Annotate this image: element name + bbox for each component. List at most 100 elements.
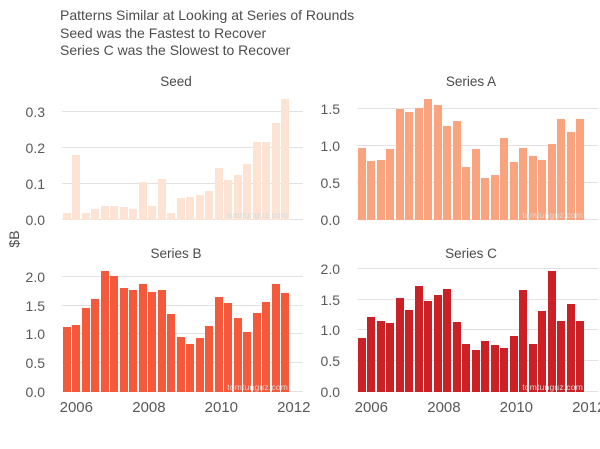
gridline [357,107,598,109]
bars-series-a [358,93,585,220]
y-tick-label: 0.0 [320,212,340,228]
panel-title-series-a: Series A [445,74,497,89]
bar [566,304,575,392]
y-tick-label: 1.0 [320,322,340,339]
bar [81,212,90,220]
bar [63,326,71,392]
bar [452,322,461,392]
bar [243,164,252,220]
chart-title-line-3: Series C was the Slowest to Recover [60,42,291,58]
chart-title-line-1: Patterns Similar at Looking at Series of… [60,7,355,23]
bar [471,350,480,392]
y-tick-label: 0.5 [320,174,340,191]
panel-title-series-c: Series C [445,246,497,261]
bar [281,292,290,392]
bar [119,288,128,392]
bar [100,271,109,392]
bar [490,174,499,220]
bar [462,343,471,392]
gridline [62,333,303,335]
x-tick-label: 2006 [354,399,388,416]
bar [433,294,442,392]
bar [367,160,376,220]
bar [547,144,556,220]
bar [72,325,81,392]
bar [452,121,461,220]
bar [224,180,233,220]
bar [557,119,566,220]
bar [271,122,280,220]
bar [519,290,528,392]
bar [538,159,547,220]
x-tick-label: 2008 [427,399,461,416]
bar [252,142,261,220]
y-tick-label: 0.0 [320,384,340,400]
bar [414,285,423,392]
y-tick-label: 0.0 [25,212,45,228]
watermark: tomtunguz.com [522,210,583,220]
bars-series-b [63,265,290,392]
bar [195,194,204,220]
gridline [62,304,303,306]
x-tick-label: 2008 [132,399,166,416]
bar [433,104,442,220]
gridline [357,329,598,331]
bar [63,212,71,220]
bar [271,283,280,392]
bar [386,322,395,392]
bar [262,142,271,220]
bar [186,196,195,220]
bar [224,303,233,392]
x-tick-label: 2012 [277,399,311,416]
bars-seed [63,93,290,220]
bar [176,336,185,392]
panel-seed: tomtunguz.com [62,93,303,220]
bar [157,178,166,220]
bar [186,344,195,392]
bar [214,296,223,392]
bar [195,337,204,392]
bar [167,313,176,392]
bar [395,298,404,392]
bar [576,119,585,220]
y-tick-label: 1.5 [320,291,340,308]
bar [547,271,556,392]
bar [509,335,518,392]
bar [500,348,509,392]
bars-series-c [358,265,585,392]
gridline [357,144,598,146]
bar [471,149,480,220]
y-tick-label: 1.5 [320,100,340,117]
bar [576,321,585,392]
bar [167,212,176,220]
bar [367,316,376,392]
bar [500,137,509,220]
bar [414,107,423,220]
bar [91,209,100,220]
bar [233,317,242,392]
panel-series-c: tomtunguz.com [357,265,598,392]
bar [176,198,185,220]
bar [148,291,157,392]
y-tick-label: 1.0 [320,137,340,154]
bar [214,167,223,220]
y-tick-label: 0.2 [25,139,45,156]
bar [81,307,90,392]
x-tick-label: 2010 [499,399,534,416]
bar [386,148,395,220]
bar [481,178,490,220]
x-tick-label: 2012 [572,399,600,416]
gridline [62,110,303,112]
bar [509,162,518,220]
y-tick-label: 0.0 [25,384,45,400]
bar [243,332,252,392]
watermark: tomtunguz.com [227,210,288,220]
gridline [357,267,598,269]
bar [252,313,261,392]
bar [566,131,575,220]
y-tick-label: 0.3 [25,103,45,120]
bar [233,174,242,220]
y-tick-label: 0.5 [25,355,45,372]
bar [424,300,433,392]
